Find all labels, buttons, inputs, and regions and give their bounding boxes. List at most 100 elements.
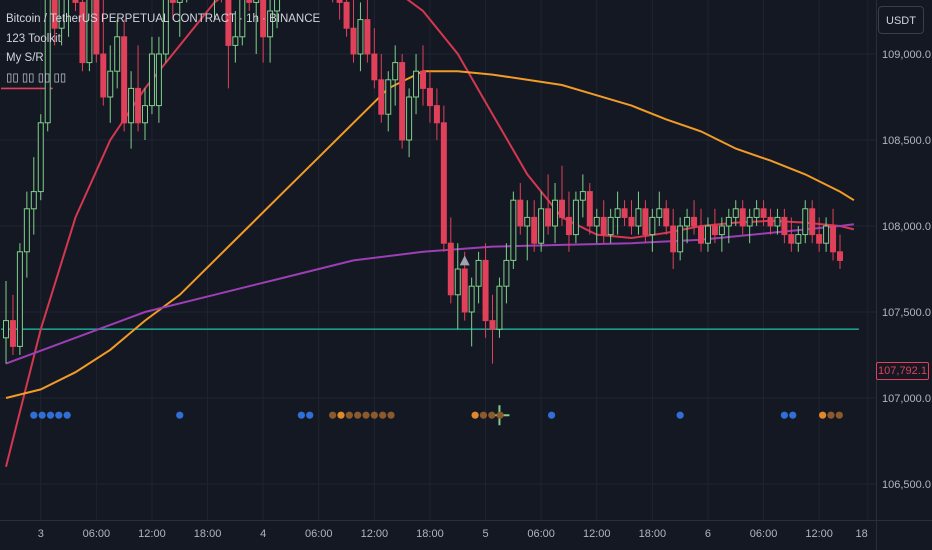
candle-body [795, 234, 802, 244]
time-tick-label: 12:00 [805, 528, 833, 540]
signal-dot [471, 411, 479, 419]
candle-body [406, 96, 413, 141]
candle-body [3, 320, 9, 339]
candle-body [72, 0, 79, 3]
time-tick-label: 6 [705, 528, 711, 540]
candle-body [336, 0, 343, 3]
candle-body [253, 0, 260, 3]
candle-body [51, 0, 58, 29]
currency-button[interactable]: USDT [878, 6, 924, 34]
time-tick-label: 06:00 [750, 528, 778, 540]
signal-dot [479, 411, 488, 419]
candle-body [246, 0, 253, 3]
signal-dot [379, 411, 387, 419]
candle-body [628, 216, 635, 227]
candle-body [503, 259, 510, 287]
time-tick-label: 18:00 [194, 528, 222, 540]
candle-body [176, 0, 183, 3]
signal-dot [297, 411, 305, 419]
candle-body [607, 216, 614, 236]
candle-body [155, 53, 162, 107]
signal-dot [329, 411, 337, 419]
time-tick-label: 5 [482, 528, 488, 540]
indicator-123-toolkit[interactable]: 123 Toolkit [6, 32, 61, 45]
candle-body [447, 242, 454, 296]
candle-body [385, 79, 392, 115]
candle-body [426, 87, 433, 107]
candle-body [586, 191, 593, 227]
candle-body [433, 105, 440, 124]
indicator-unnamed[interactable]: ▯▯ ▯▯ ▯▯ ▯▯ [6, 71, 67, 84]
time-tick-label: 18:00 [416, 528, 444, 540]
candle-body [579, 191, 586, 201]
time-tick-label: 18:00 [639, 528, 667, 540]
signal-dot [345, 411, 353, 419]
price-tick-label: 108,000.0 [882, 221, 931, 233]
candle-body [691, 216, 698, 227]
candle-body [142, 105, 148, 124]
candle-body [698, 225, 704, 244]
candle-body [642, 208, 649, 236]
candle-body [718, 225, 725, 236]
time-tick-label: 4 [260, 528, 266, 540]
candle-body [454, 268, 461, 296]
candle-body [565, 216, 572, 236]
candle-body [517, 199, 524, 227]
candle-body [830, 225, 837, 253]
time-tick-label: 06:00 [305, 528, 333, 540]
candle-body [357, 19, 364, 55]
candle-body [823, 225, 830, 244]
candle-body [593, 216, 600, 227]
candle-body [510, 199, 517, 261]
candle-body [169, 0, 176, 3]
signal-dot [488, 411, 496, 419]
moving-average-line [5, 70, 855, 399]
time-tick-label: 12:00 [138, 528, 166, 540]
signal-dot [827, 411, 835, 419]
signal-dot [337, 411, 345, 419]
candle-body [128, 87, 135, 124]
candle-body [350, 27, 357, 55]
time-tick-label: 18 [856, 528, 868, 540]
candle-body [378, 79, 385, 115]
time-tick-label: 06:00 [83, 528, 111, 540]
candle-body [656, 208, 663, 218]
signal-dot [30, 411, 38, 419]
candle-body [711, 225, 718, 236]
candle-body [371, 53, 378, 81]
candle-body [760, 208, 767, 218]
candle-body [732, 208, 739, 218]
signal-dot [354, 411, 362, 419]
signal-dot [676, 411, 684, 419]
signal-dot [370, 411, 378, 419]
candle-body [802, 208, 809, 236]
candle-body [774, 216, 781, 227]
candle-body [399, 62, 406, 141]
candle-body [343, 1, 350, 29]
candle-body [746, 216, 753, 227]
candle-body [107, 70, 114, 98]
indicator-my-sr[interactable]: My S/R [6, 52, 44, 64]
price-tick-label: 108,500.0 [882, 135, 931, 147]
candle-body [162, 0, 169, 55]
candle-body [225, 0, 232, 46]
candle-body [767, 216, 774, 227]
candle-body [496, 285, 503, 330]
candle-body [725, 216, 732, 227]
symbol-title[interactable]: Bitcoin / TetherUS PERPETUAL CONTRACT · … [6, 13, 321, 25]
candle-body [440, 122, 447, 244]
candle-body [232, 36, 239, 46]
candle-body [79, 1, 86, 64]
candle-body [677, 225, 684, 253]
signal-dot [496, 411, 504, 419]
candle-body [753, 208, 760, 218]
candle-body [267, 10, 274, 38]
candle-body [600, 216, 607, 236]
last-price-label: 107,792.1 [876, 362, 929, 380]
candle-body [739, 208, 746, 227]
chart-legend: Bitcoin / TetherUS PERPETUAL CONTRACT · … [6, 10, 320, 88]
candle-body [58, 0, 65, 29]
candle-body [413, 70, 420, 98]
